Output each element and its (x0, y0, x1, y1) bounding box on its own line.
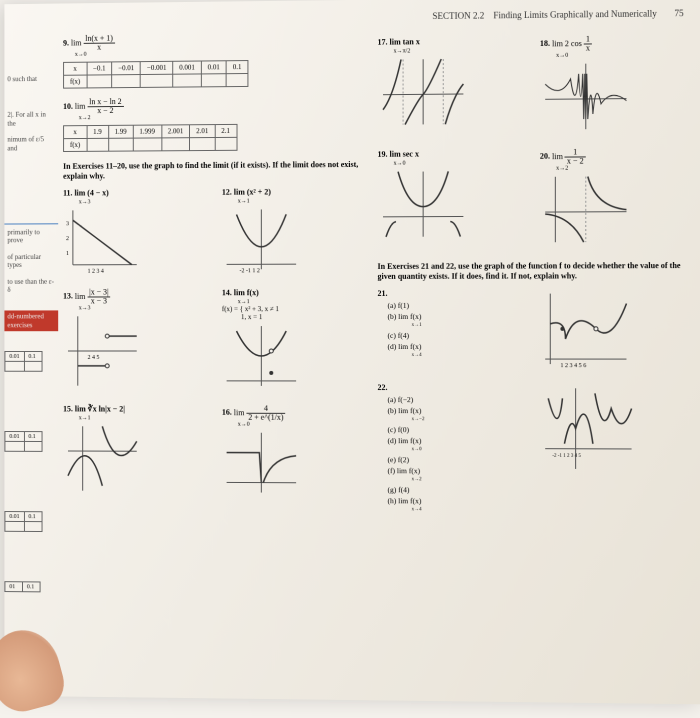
graph-11: 1 2 3 4 3 2 1 (63, 205, 142, 275)
margin-table: 010.1 (4, 581, 40, 592)
svg-text:1: 1 (66, 251, 69, 257)
exercise-13: 13. lim |x − 3|x − 3 x→3 2 4 5 (63, 288, 202, 390)
tab-red: dd-numbered exercises (4, 311, 58, 332)
exercise-21: 21. (a) f(1) (b) lim f(x)x→1 (c) f(4) (d… (378, 288, 520, 368)
svg-text:1 2 3 4 5 6: 1 2 3 4 5 6 (560, 363, 586, 369)
margin-table: 0.010.1 (4, 351, 42, 372)
tab-text: of particular types (4, 251, 58, 272)
exercise-10: 10. lim ln x − ln 2x − 2 x→2 x1.91.991.9… (63, 96, 362, 152)
page-header: SECTION 2.2 Finding Limits Graphically a… (63, 8, 684, 25)
margin-table: 0.010.1 (4, 431, 42, 452)
exercise-19: 19. lim sec x x→0 (378, 149, 520, 248)
graph-12: -2 -1 1 2 (222, 204, 301, 274)
page-number: 75 (674, 8, 683, 18)
svg-text:-2 -1 1 2 3 4 5: -2 -1 1 2 3 4 5 (552, 453, 581, 458)
tab-text: primarily to prove (4, 223, 58, 247)
exercise-12: 12. lim (x² + 2) x→1 -2 -1 1 2 (222, 187, 363, 274)
exercise-22: 22. (a) f(−2) (b) lim f(x)x→−2 (c) f(0) … (378, 383, 520, 515)
margin-tabs: 0 such that 2|. For all x in the nimum o… (4, 73, 58, 613)
instructions-21-22: In Exercises 21 and 22, use the graph of… (378, 261, 684, 283)
exercise-17: 17. lim tan x x→π/2 (378, 36, 520, 136)
svg-text:3: 3 (66, 221, 69, 227)
graph-13: 2 4 5 (63, 311, 142, 390)
svg-text:-2 -1 1 2: -2 -1 1 2 (240, 268, 260, 274)
tab-text: 2|. For all x in the (4, 109, 58, 130)
table-10: x1.91.991.9992.0012.012.1 f(x) (63, 124, 237, 152)
section-label: SECTION 2.2 (432, 10, 484, 21)
margin-table: 0.010.1 (4, 511, 42, 532)
svg-text:2 4 5: 2 4 5 (88, 355, 100, 361)
graph-16 (222, 427, 301, 497)
tab-text: to use than the ε-δ (4, 275, 58, 296)
table-9: x−0.1−0.01−0.0010.0010.010.1 f(x) (63, 60, 248, 89)
exercise-11: 11. lim (4 − x) x→3 1 2 3 4 321 (63, 188, 202, 275)
exercise-9: 9. lim ln(x + 1)x x→0 x−0.1−0.01−0.0010.… (63, 32, 362, 89)
tab-text: 0 such that (4, 73, 58, 86)
graph-22: -2 -1 1 2 3 4 5 (540, 383, 637, 474)
instructions-11-20: In Exercises 11–20, use the graph to fin… (63, 160, 362, 183)
exercise-15: 15. lim ∛x ln|x − 2| x→1 (63, 404, 202, 497)
graph-19 (378, 166, 468, 242)
right-column: 17. lim tan x x→π/2 18. lim 2 cos 1x x→0 (378, 28, 684, 530)
left-column: 9. lim ln(x + 1)x x→0 x−0.1−0.01−0.0010.… (63, 32, 362, 528)
exercise-20: 20. lim 1x − 2 x→2 (540, 148, 684, 248)
graph-14 (222, 321, 301, 391)
graph-18 (540, 58, 631, 134)
graph-21: 1 2 3 4 5 6 (540, 288, 631, 369)
tab-text: nimum of ε/5 and (4, 133, 58, 154)
exercise-16: 16. lim 42 + e^(1/x) x→0 (222, 405, 363, 498)
svg-text:2: 2 (66, 236, 69, 242)
exercise-18: 18. lim 2 cos 1x x→0 (540, 34, 684, 134)
graph-15 (63, 421, 142, 496)
graph-17 (378, 54, 468, 130)
section-title: Finding Limits Graphically and Numerical… (493, 8, 656, 20)
graph-20 (540, 171, 631, 247)
svg-text:1 2 3 4: 1 2 3 4 (88, 268, 104, 274)
exercise-14: 14. lim f(x) x→1 f(x) = { x² + 3, x ≠ 1 … (222, 288, 363, 391)
